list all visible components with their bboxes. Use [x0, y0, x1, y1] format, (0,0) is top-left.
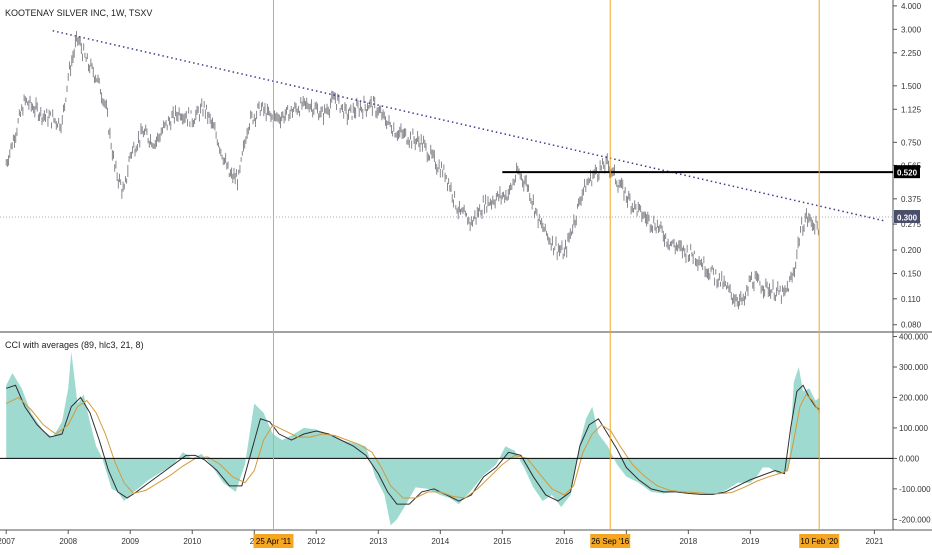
price-tick-label: 0.080 [901, 321, 922, 330]
marker-label-box [590, 534, 631, 548]
marker-label-box [253, 534, 294, 548]
price-tick-label: 4.000 [901, 2, 922, 11]
price-tag-box [894, 210, 920, 224]
price-tick-label: 1.125 [901, 105, 922, 114]
x-tick-label: 2012 [307, 537, 325, 546]
cci-tick-label: -200.000 [899, 515, 931, 524]
price-tick-label: 0.375 [901, 195, 922, 204]
x-tick-label: 2010 [183, 537, 201, 546]
x-tick-label: 2014 [431, 537, 449, 546]
price-panel-title: KOOTENAY SILVER INC, 1W, TSXV [5, 8, 152, 18]
overlay-layer: 0.520 0.300 25 Apr '11 26 Sep '16 10 Feb '20 [0, 0, 920, 548]
price-tick-label: 3.000 [901, 25, 922, 34]
price-tick-label: 0.110 [901, 295, 921, 304]
cci-tick-label: 300.000 [899, 363, 928, 372]
price-bars [5, 31, 819, 310]
cci-tick-label: 400.000 [899, 333, 928, 342]
x-tick-label: 2019 [741, 537, 759, 546]
x-tick-label: 2015 [493, 537, 511, 546]
x-tick-label: 2013 [369, 537, 387, 546]
cci-tick-label: -100.000 [899, 485, 931, 494]
price-tick-label: 0.150 [901, 270, 922, 279]
price-tag-box [894, 165, 920, 179]
cci-tick-label: 100.000 [899, 424, 928, 433]
cci-area [6, 351, 820, 526]
marker-label: 10 Feb '20 [800, 537, 838, 546]
marker-label: 26 Sep '16 [591, 537, 630, 546]
price-tick-label: 0.750 [901, 138, 922, 147]
x-tick-label: 2016 [555, 537, 573, 546]
x-tick-label: 2007 [0, 537, 16, 546]
price-tick-label: 0.200 [901, 246, 922, 255]
x-tick-label: 2008 [59, 537, 77, 546]
price-tag-label: 0.520 [897, 169, 918, 178]
x-tick-label: 2009 [121, 537, 139, 546]
x-tick-label: 2018 [679, 537, 697, 546]
price-tick-label: 1.500 [901, 82, 922, 91]
marker-label: 25 Apr '11 [256, 537, 292, 546]
cci-tick-label: 0.000 [899, 454, 920, 463]
data-layer [5, 31, 821, 526]
price-tag-label: 0.300 [897, 214, 918, 223]
cci-panel-title: CCI with averages (89, hlc3, 21, 8) [5, 340, 144, 350]
price-tick-label: 0.275 [901, 220, 922, 229]
price-tick-label: 2.250 [901, 49, 922, 58]
x-tick-label: 2021 [865, 537, 883, 546]
cci-average-8-line [5, 393, 821, 499]
cci-tick-label: 200.000 [899, 393, 928, 402]
marker-label-box [799, 534, 840, 548]
